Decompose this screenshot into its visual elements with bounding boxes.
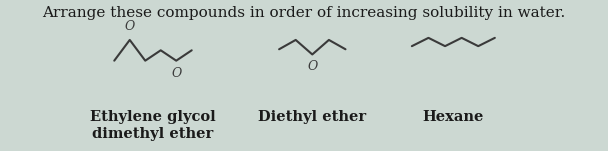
Text: Ethylene glycol
dimethyl ether: Ethylene glycol dimethyl ether [90,110,216,141]
Text: O: O [171,67,181,80]
Text: O: O [125,19,135,32]
Text: Hexane: Hexane [423,110,484,124]
Text: Diethyl ether: Diethyl ether [258,110,367,124]
Text: Arrange these compounds in order of increasing solubility in water.: Arrange these compounds in order of incr… [43,6,565,20]
Text: O: O [307,60,317,73]
